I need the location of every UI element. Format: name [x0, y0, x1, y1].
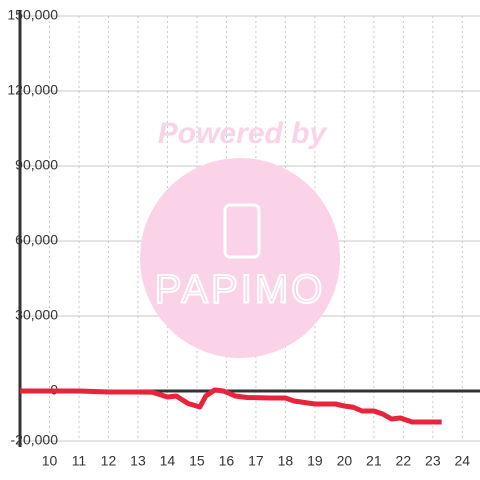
x-tick-label: 14 — [160, 453, 176, 469]
x-tick-label: 24 — [455, 453, 471, 469]
x-tick-label: 23 — [425, 453, 441, 469]
x-tick-label: 12 — [101, 453, 117, 469]
data-line — [20, 387, 442, 425]
y-tick-label: 90,000 — [15, 157, 58, 173]
x-tick-label: 16 — [219, 453, 235, 469]
y-tick-label: 120,000 — [7, 82, 58, 98]
x-tick-label: 10 — [42, 453, 58, 469]
y-tick-label: 30,000 — [15, 307, 58, 323]
x-tick-label: 21 — [366, 453, 382, 469]
x-tick-label: 17 — [248, 453, 264, 469]
x-tick-label: 22 — [396, 453, 412, 469]
watermark: Powered by PAPIMO — [140, 117, 340, 358]
watermark-brand: PAPIMO — [155, 268, 326, 312]
x-tick-label: 15 — [189, 453, 205, 469]
x-tick-label: 13 — [130, 453, 146, 469]
x-tick-label: 20 — [337, 453, 353, 469]
x-tick-label: 18 — [278, 453, 294, 469]
x-tick-label: 19 — [307, 453, 323, 469]
y-tick-label: -20,000 — [11, 432, 59, 448]
watermark-text: Powered by — [158, 117, 328, 150]
x-tick-label: 11 — [72, 453, 87, 469]
watermark-phone — [223, 203, 261, 259]
y-tick-label: 150,000 — [7, 7, 58, 23]
y-tick-label: 60,000 — [15, 232, 58, 248]
